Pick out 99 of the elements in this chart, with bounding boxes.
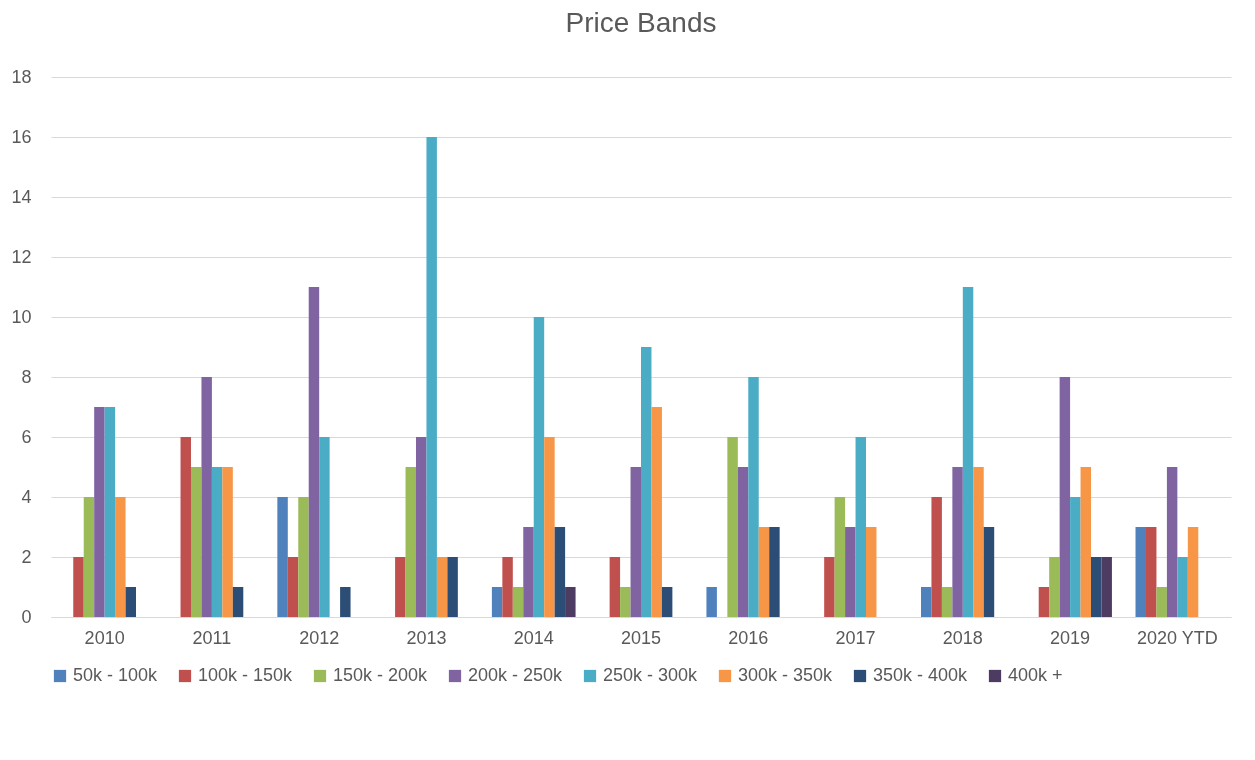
bar <box>340 587 351 617</box>
bar <box>834 497 846 617</box>
bar <box>748 377 759 617</box>
legend-label: 150k - 200k <box>333 665 429 685</box>
x-tick-label: 2019 <box>1050 627 1091 648</box>
x-tick-label: 2013 <box>406 627 447 648</box>
bar <box>758 527 770 617</box>
bar <box>706 587 717 617</box>
bar <box>180 437 191 617</box>
bar <box>1187 527 1199 617</box>
bar <box>298 497 309 617</box>
bar <box>973 467 984 617</box>
bar <box>190 467 202 617</box>
y-tick-label: 10 <box>11 306 32 327</box>
bar <box>115 497 126 617</box>
bar <box>931 497 942 617</box>
bar <box>395 557 406 617</box>
bar <box>952 467 963 617</box>
legend-label: 400k + <box>1008 665 1063 685</box>
bar <box>554 527 566 617</box>
bar <box>232 587 244 617</box>
x-tick-label: 2015 <box>620 627 662 648</box>
y-tick-label: 2 <box>21 546 32 567</box>
x-tick-label: 2020 YTD <box>1137 627 1218 648</box>
bar <box>866 527 877 617</box>
x-tick-label: 2011 <box>192 627 232 648</box>
bar <box>1038 587 1050 617</box>
bar <box>426 137 437 617</box>
bar <box>211 467 223 617</box>
bar <box>737 467 749 617</box>
bar <box>1156 587 1167 617</box>
bar <box>447 557 458 617</box>
bar <box>1177 557 1188 617</box>
y-tick-label: 4 <box>21 486 32 507</box>
bar <box>920 587 932 617</box>
bar <box>609 557 621 617</box>
chart-title: Price Bands <box>565 7 717 38</box>
x-tick-label: 2012 <box>299 627 340 648</box>
bar <box>1101 557 1112 617</box>
bar <box>83 497 95 617</box>
legend-label: 50k - 100k <box>73 665 159 685</box>
bar <box>287 557 299 617</box>
bar <box>533 317 545 617</box>
bar <box>983 527 995 617</box>
y-tick-label: 8 <box>21 366 32 387</box>
legend-label: 350k - 400k <box>873 665 969 685</box>
bar <box>94 407 105 617</box>
bar <box>1166 467 1178 617</box>
bar <box>620 587 631 617</box>
bar <box>544 437 555 617</box>
legend-label: 300k - 350k <box>738 665 834 685</box>
bar <box>1049 557 1060 617</box>
bar <box>855 437 866 617</box>
bar <box>1135 527 1146 617</box>
bar <box>1070 497 1081 617</box>
x-tick-label: 2016 <box>728 627 769 648</box>
y-tick-label: 18 <box>11 66 32 87</box>
legend-label: 200k - 250k <box>468 665 564 685</box>
bar <box>319 437 330 617</box>
bar <box>104 407 116 617</box>
bar <box>491 587 503 617</box>
x-tick-label: 2010 <box>84 627 125 648</box>
legend-label: 250k - 300k <box>603 665 699 685</box>
bar <box>125 587 137 617</box>
bar <box>308 287 320 617</box>
bar <box>277 497 288 617</box>
bar <box>824 557 835 617</box>
bar <box>565 587 576 617</box>
legend-label: 100k - 150k <box>198 665 294 685</box>
bar <box>416 437 427 617</box>
bar <box>941 587 953 617</box>
bar <box>436 557 448 617</box>
bar <box>73 557 84 617</box>
y-tick-label: 12 <box>11 246 32 267</box>
x-tick-label: 2014 <box>513 627 554 648</box>
bar <box>405 467 416 617</box>
bar <box>502 557 513 617</box>
y-tick-label: 16 <box>11 126 32 147</box>
bar <box>727 437 738 617</box>
y-tick-label: 0 <box>21 606 32 627</box>
y-tick-label: 14 <box>11 186 32 207</box>
bar <box>661 587 673 617</box>
y-tick-label: 6 <box>21 426 32 447</box>
bar <box>962 287 974 617</box>
bar <box>630 467 641 617</box>
bar <box>641 347 652 617</box>
bar <box>523 527 534 617</box>
bar <box>845 527 856 617</box>
bar <box>222 467 233 617</box>
bar <box>512 587 524 617</box>
bar <box>769 527 780 617</box>
bar <box>1080 467 1092 617</box>
x-tick-label: 2017 <box>835 627 876 648</box>
bar <box>1091 557 1102 617</box>
bar <box>201 377 212 617</box>
bar <box>1145 527 1157 617</box>
bar <box>1059 377 1071 617</box>
x-tick-label: 2018 <box>942 627 983 648</box>
bar <box>651 407 662 617</box>
